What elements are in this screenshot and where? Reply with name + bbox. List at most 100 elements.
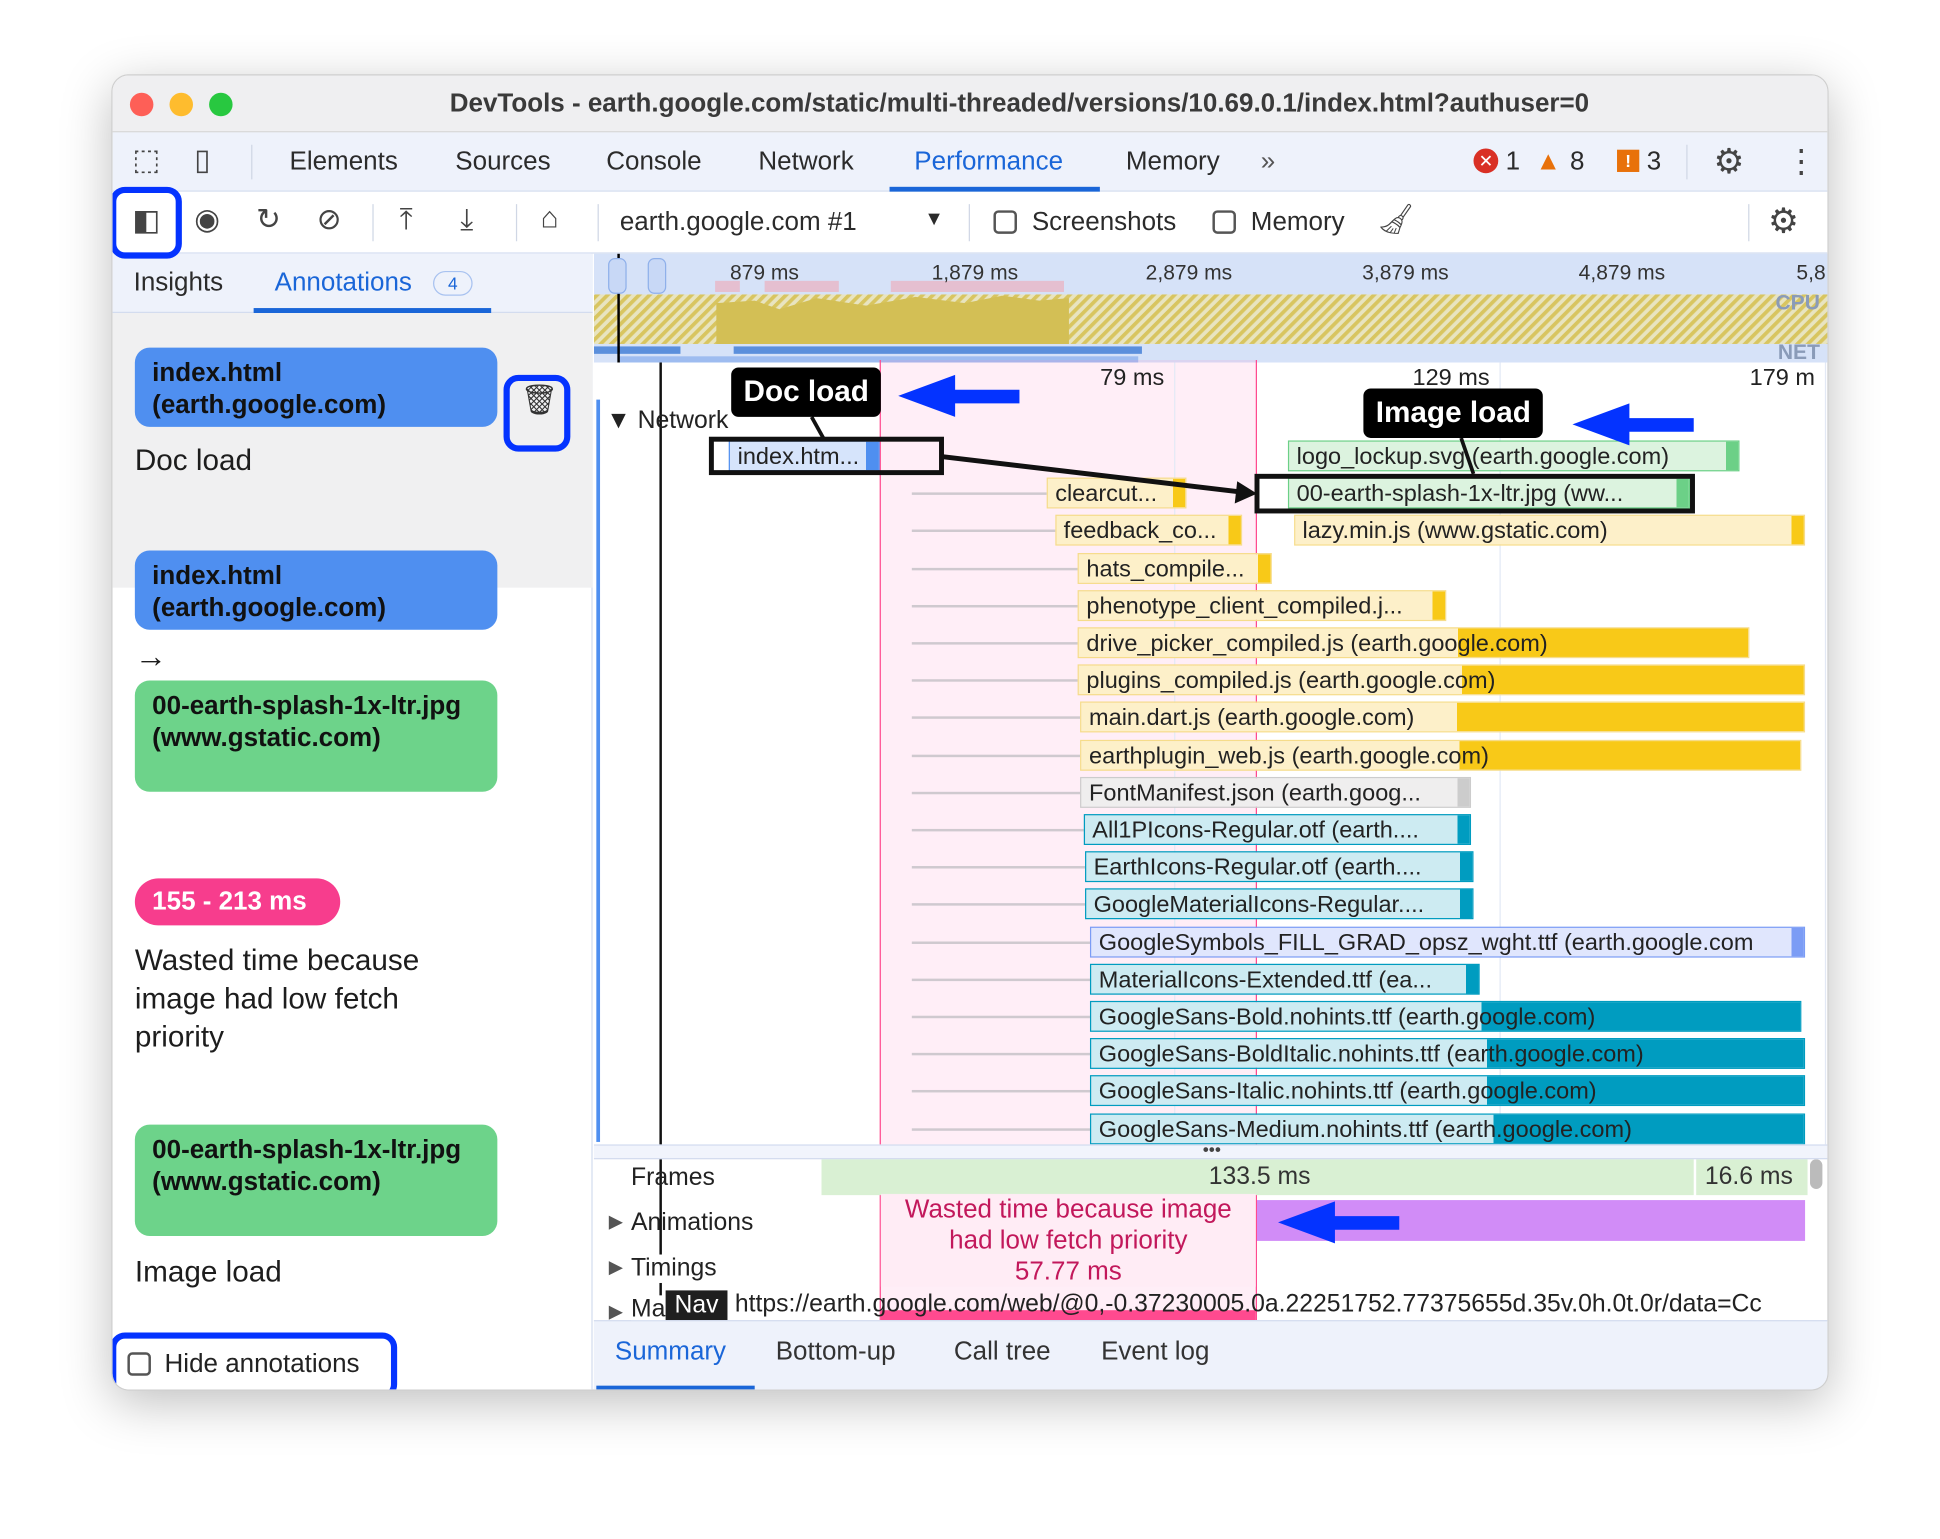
network-request-bar[interactable]: earthplugin_web.js (earth.google.com): [1080, 739, 1802, 771]
network-request-bar[interactable]: EarthIcons-Regular.otf (earth....: [1084, 851, 1474, 883]
upload-profile-icon[interactable]: ⤒: [399, 202, 413, 237]
frame-bar[interactable]: [1696, 1156, 1808, 1196]
track-frames-label[interactable]: Frames: [630, 1164, 715, 1192]
record-icon[interactable]: ◉: [194, 202, 221, 237]
tab-insights[interactable]: Insights: [133, 268, 224, 297]
network-track-label[interactable]: ▼ Network: [606, 407, 729, 435]
network-request-bar[interactable]: GoogleSymbols_FILL_GRAD_opsz_wght.ttf (e…: [1090, 926, 1806, 958]
device-toolbar-icon[interactable]: ▯: [194, 143, 211, 177]
garbage-collect-icon[interactable]: 🧹︎: [1377, 202, 1415, 237]
cpu-label: CPU: [1775, 290, 1820, 315]
screenshots-label[interactable]: Screenshots: [1031, 207, 1177, 237]
network-request-bar[interactable]: GoogleSans-BoldItalic.nohints.ttf (earth…: [1090, 1038, 1806, 1070]
capture-settings-icon[interactable]: ⚙: [1767, 201, 1800, 241]
error-icon[interactable]: ✕: [1473, 148, 1499, 174]
warning-icon[interactable]: ▲: [1535, 147, 1562, 176]
network-request-bar[interactable]: plugins_compiled.js (earth.google.com): [1077, 664, 1806, 696]
minimize-window-button[interactable]: [169, 92, 194, 117]
network-request-bar[interactable]: feedback_co...: [1055, 515, 1243, 547]
warning-count[interactable]: 8: [1570, 147, 1585, 176]
network-request-bar[interactable]: GoogleSans-Bold.nohints.ttf (earth.googl…: [1090, 1000, 1802, 1032]
delete-annotation-icon[interactable]: 🗑︎: [520, 383, 559, 417]
network-request-bar[interactable]: All1PIcons-Regular.otf (earth....: [1083, 814, 1471, 846]
request-wait-whisker: [911, 1127, 1091, 1131]
network-request-bar[interactable]: clearcut...: [1046, 477, 1187, 509]
home-icon[interactable]: ⌂: [540, 201, 559, 236]
track-timings-label[interactable]: Timings: [630, 1254, 717, 1283]
tab-console[interactable]: Console: [606, 147, 702, 176]
recording-select[interactable]: earth.google.com #1: [619, 207, 857, 237]
issues-count[interactable]: 3: [1646, 147, 1662, 176]
expand-animations-icon[interactable]: ▶: [608, 1211, 623, 1233]
memory-checkbox[interactable]: [1212, 210, 1236, 234]
tab-memory[interactable]: Memory: [1125, 147, 1220, 176]
time-range-label[interactable]: Wasted time because image had low fetch …: [881, 1193, 1256, 1287]
network-request-bar[interactable]: GoogleSans-Italic.nohints.ttf (earth.goo…: [1090, 1075, 1806, 1107]
expand-timings-icon[interactable]: ▶: [608, 1256, 623, 1279]
network-request-bar[interactable]: GoogleMaterialIcons-Regular....: [1084, 888, 1474, 920]
annotation-label: Image load: [134, 1255, 282, 1290]
network-request-bar[interactable]: index.htm...: [728, 440, 880, 472]
reload-record-icon[interactable]: ↻: [256, 202, 281, 237]
network-request-bar[interactable]: drive_picker_compiled.js (earth.google.c…: [1077, 627, 1750, 659]
error-count[interactable]: 1: [1505, 147, 1521, 176]
doc-load-label[interactable]: Doc load: [731, 367, 882, 417]
link-from-chip[interactable]: index.html (earth.google.com): [134, 550, 498, 630]
request-wait-whisker: [911, 866, 1085, 869]
link-to-chip[interactable]: 00-earth-splash-1x-ltr.jpg (www.gstatic.…: [134, 680, 498, 792]
window-title: DevTools - earth.google.com/static/multi…: [449, 89, 1590, 118]
tab-annotations[interactable]: Annotations: [274, 268, 412, 297]
main-thread-url[interactable]: https://earth.google.com/web/@0,-0.37230…: [734, 1290, 1762, 1318]
annotation-entry-chip[interactable]: 00-earth-splash-1x-ltr.jpg (www.gstatic.…: [134, 1124, 498, 1236]
more-options-icon[interactable]: ⋮: [1785, 142, 1818, 180]
settings-gear-icon[interactable]: ⚙: [1713, 142, 1745, 181]
tab-event-log[interactable]: Event log: [1101, 1337, 1210, 1366]
tab-elements[interactable]: Elements: [289, 147, 398, 176]
network-request-bar[interactable]: MaterialIcons-Extended.ttf (ea...: [1090, 963, 1480, 995]
timeline-overview[interactable]: 879 ms 1,879 ms 2,879 ms 3,879 ms 4,879 …: [593, 253, 1828, 364]
tab-call-tree[interactable]: Call tree: [953, 1337, 1051, 1366]
inspect-element-icon[interactable]: ⬚: [132, 143, 161, 177]
hide-annotations-checkbox[interactable]: [127, 1352, 151, 1376]
clear-icon[interactable]: ⊘: [316, 202, 342, 237]
tab-performance[interactable]: Performance: [914, 147, 1064, 176]
track-animations-label[interactable]: Animations: [630, 1208, 754, 1236]
image-load-label[interactable]: Image load: [1363, 388, 1544, 438]
toggle-sidebar-icon[interactable]: ◧: [132, 204, 161, 238]
more-tabs-icon[interactable]: »: [1260, 147, 1276, 176]
track-resize-handle[interactable]: •••: [593, 1141, 1828, 1160]
network-request-bar[interactable]: logo_lockup.svg (earth.google.com): [1287, 440, 1740, 472]
network-request-bar[interactable]: GoogleSans-Medium.nohints.ttf (earth.goo…: [1090, 1112, 1806, 1144]
scrollbar[interactable]: [1810, 1159, 1823, 1189]
time-tick: 79 ms: [1100, 364, 1165, 391]
expand-main-icon[interactable]: ▶: [608, 1301, 623, 1321]
issues-icon[interactable]: !: [1617, 149, 1640, 172]
tab-network[interactable]: Network: [758, 147, 854, 176]
download-profile-icon[interactable]: ⤓: [460, 202, 474, 237]
network-request-bar[interactable]: phenotype_client_compiled.j...: [1077, 589, 1447, 621]
close-window-button[interactable]: [129, 92, 154, 117]
track-main-label[interactable]: Ma: [630, 1295, 666, 1321]
animation-bar[interactable]: [1256, 1200, 1806, 1241]
nav-marker[interactable]: Nav: [665, 1290, 728, 1321]
network-request-bar[interactable]: FontManifest.json (earth.goog...: [1080, 776, 1471, 808]
network-request-bar[interactable]: hats_compile...: [1077, 552, 1272, 584]
network-track[interactable]: 79 ms 129 ms 179 m ▼ Network index.htm... log…: [594, 362, 1827, 1145]
hide-annotations-label[interactable]: Hide annotations: [164, 1349, 360, 1379]
dropdown-arrow-icon[interactable]: ▼: [924, 209, 944, 231]
tab-sources[interactable]: Sources: [455, 147, 551, 176]
request-wait-whisker: [911, 642, 1078, 645]
tab-summary[interactable]: Summary: [614, 1337, 727, 1366]
annotation-entry-chip[interactable]: index.html (earth.google.com): [134, 347, 498, 427]
zoom-window-button[interactable]: [209, 92, 233, 117]
screenshots-checkbox[interactable]: [993, 210, 1017, 234]
tab-bottom-up[interactable]: Bottom-up: [775, 1337, 896, 1366]
memory-label[interactable]: Memory: [1250, 207, 1345, 237]
time-range-chip[interactable]: 155 - 213 ms: [134, 878, 341, 926]
overview-tick: 879 ms: [729, 261, 799, 285]
range-label-line1: Wasted time because image: [904, 1195, 1232, 1224]
frame-bar[interactable]: [821, 1156, 1694, 1196]
network-request-bar[interactable]: lazy.min.js (www.gstatic.com): [1293, 515, 1806, 547]
network-request-bar[interactable]: 00-earth-splash-1x-ltr.jpg (ww...: [1287, 477, 1691, 509]
network-request-bar[interactable]: main.dart.js (earth.google.com): [1080, 701, 1806, 733]
